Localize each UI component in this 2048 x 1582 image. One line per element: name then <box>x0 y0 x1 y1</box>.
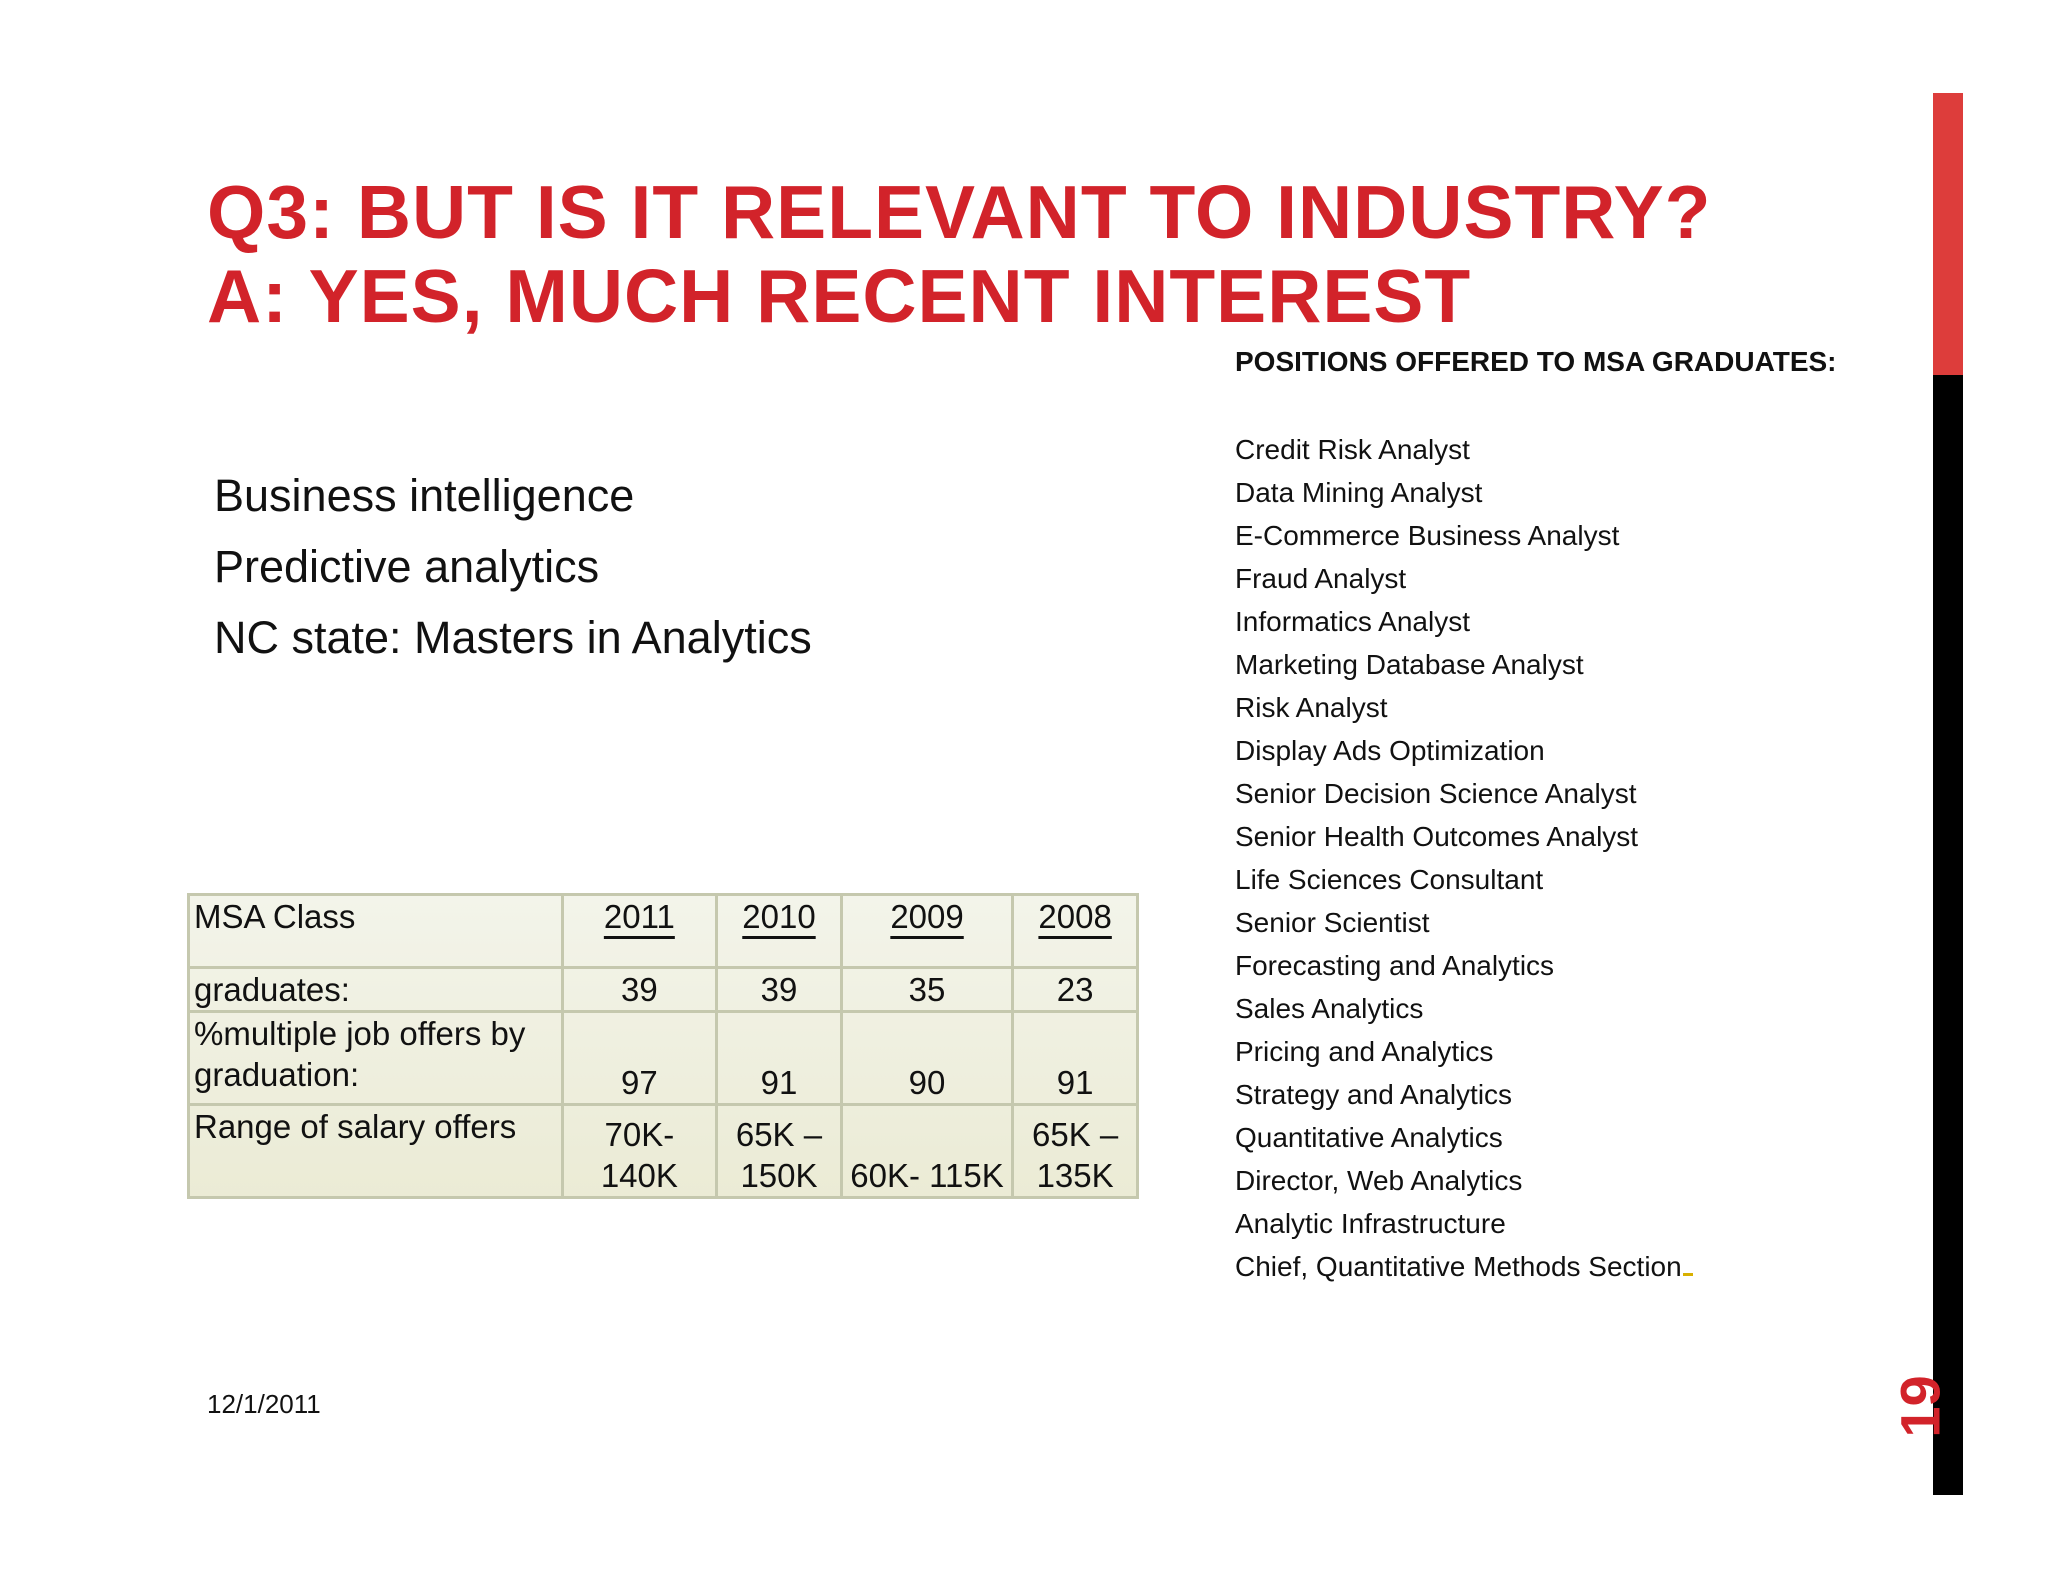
title-line-1: Q3: BUT IS IT RELEVANT TO INDUSTRY? <box>207 170 1712 254</box>
table-header-row: MSA Class 2011 2010 2009 2008 <box>187 893 1139 969</box>
table-header-year: 2010 <box>715 893 843 969</box>
table-row: Range of salary offers 70K-140K 65K – 15… <box>187 1103 1139 1199</box>
table-cell: 39 <box>560 966 719 1013</box>
bullet-item: Predictive analytics <box>214 541 600 592</box>
table-header-year: 2008 <box>1011 893 1139 969</box>
position-item: Chief, Quantitative Methods Section <box>1235 1245 1693 1288</box>
slide-title: Q3: BUT IS IT RELEVANT TO INDUSTRY? A: Y… <box>207 170 1712 338</box>
position-item: Informatics Analyst <box>1235 606 1470 637</box>
text-cursor-mark <box>1682 1273 1693 1276</box>
bullet-list: Business intelligence Predictive analyti… <box>214 460 812 673</box>
position-item: Analytic Infrastructure <box>1235 1208 1506 1239</box>
row-label: Range of salary offers <box>187 1103 564 1199</box>
positions-header: POSITIONS OFFERED TO MSA GRADUATES: <box>1235 346 1837 377</box>
position-item: Quantitative Analytics <box>1235 1122 1503 1153</box>
position-item: E-Commerce Business Analyst <box>1235 520 1620 551</box>
table-cell: 65K – 150K <box>715 1103 843 1199</box>
position-item: Strategy and Analytics <box>1235 1079 1513 1110</box>
position-item: Forecasting and Analytics <box>1235 950 1555 981</box>
position-item: Display Ads Optimization <box>1235 735 1545 766</box>
position-item: Senior Decision Science Analyst <box>1235 778 1637 809</box>
table-cell: 65K – 135K <box>1011 1103 1139 1199</box>
bullet-item: Business intelligence <box>214 470 635 521</box>
position-item: Fraud Analyst <box>1235 563 1407 594</box>
position-item: Risk Analyst <box>1235 692 1388 723</box>
table-header-year: 2011 <box>560 893 719 969</box>
table-cell: 23 <box>1011 966 1139 1013</box>
table-row: graduates: 39 39 35 23 <box>187 966 1139 1013</box>
table-header-label: MSA Class <box>187 893 564 969</box>
position-item: Pricing and Analytics <box>1235 1036 1494 1067</box>
table-header-year: 2009 <box>839 893 1015 969</box>
table-cell: 90 <box>839 1010 1015 1106</box>
positions-list: Credit Risk Analyst Data Mining Analyst … <box>1235 428 1693 1288</box>
position-item: Life Sciences Consultant <box>1235 864 1544 895</box>
position-item: Marketing Database Analyst <box>1235 649 1584 680</box>
table-cell: 35 <box>839 966 1015 1013</box>
position-item: Senior Scientist <box>1235 907 1430 938</box>
position-item: Senior Health Outcomes Analyst <box>1235 821 1639 852</box>
position-item: Data Mining Analyst <box>1235 477 1483 508</box>
page-number: 19 <box>1888 1375 1952 1438</box>
table-cell: 97 <box>560 1010 719 1106</box>
position-item: Sales Analytics <box>1235 993 1424 1024</box>
position-item: Director, Web Analytics <box>1235 1165 1523 1196</box>
row-label: graduates: <box>187 966 564 1013</box>
position-text: Chief, Quantitative Methods Section <box>1235 1251 1682 1282</box>
table-cell: 70K-140K <box>560 1103 719 1199</box>
table-row: %multiple job offers by graduation: 97 9… <box>187 1010 1139 1106</box>
table-cell: 39 <box>715 966 843 1013</box>
bullet-item: NC state: Masters in Analytics <box>214 612 812 663</box>
accent-bar-black <box>1933 375 1963 1495</box>
table-cell: 60K- 115K <box>839 1103 1015 1199</box>
table-cell: 91 <box>715 1010 843 1106</box>
title-line-2: A: YES, MUCH RECENT INTEREST <box>207 254 1472 338</box>
slide-date: 12/1/2011 <box>207 1389 321 1419</box>
position-item: Credit Risk Analyst <box>1235 434 1470 465</box>
msa-class-table: MSA Class 2011 2010 2009 2008 graduates:… <box>187 893 1139 1199</box>
accent-bar-red <box>1933 93 1963 375</box>
table-cell: 91 <box>1011 1010 1139 1106</box>
row-label: %multiple job offers by graduation: <box>187 1010 564 1106</box>
